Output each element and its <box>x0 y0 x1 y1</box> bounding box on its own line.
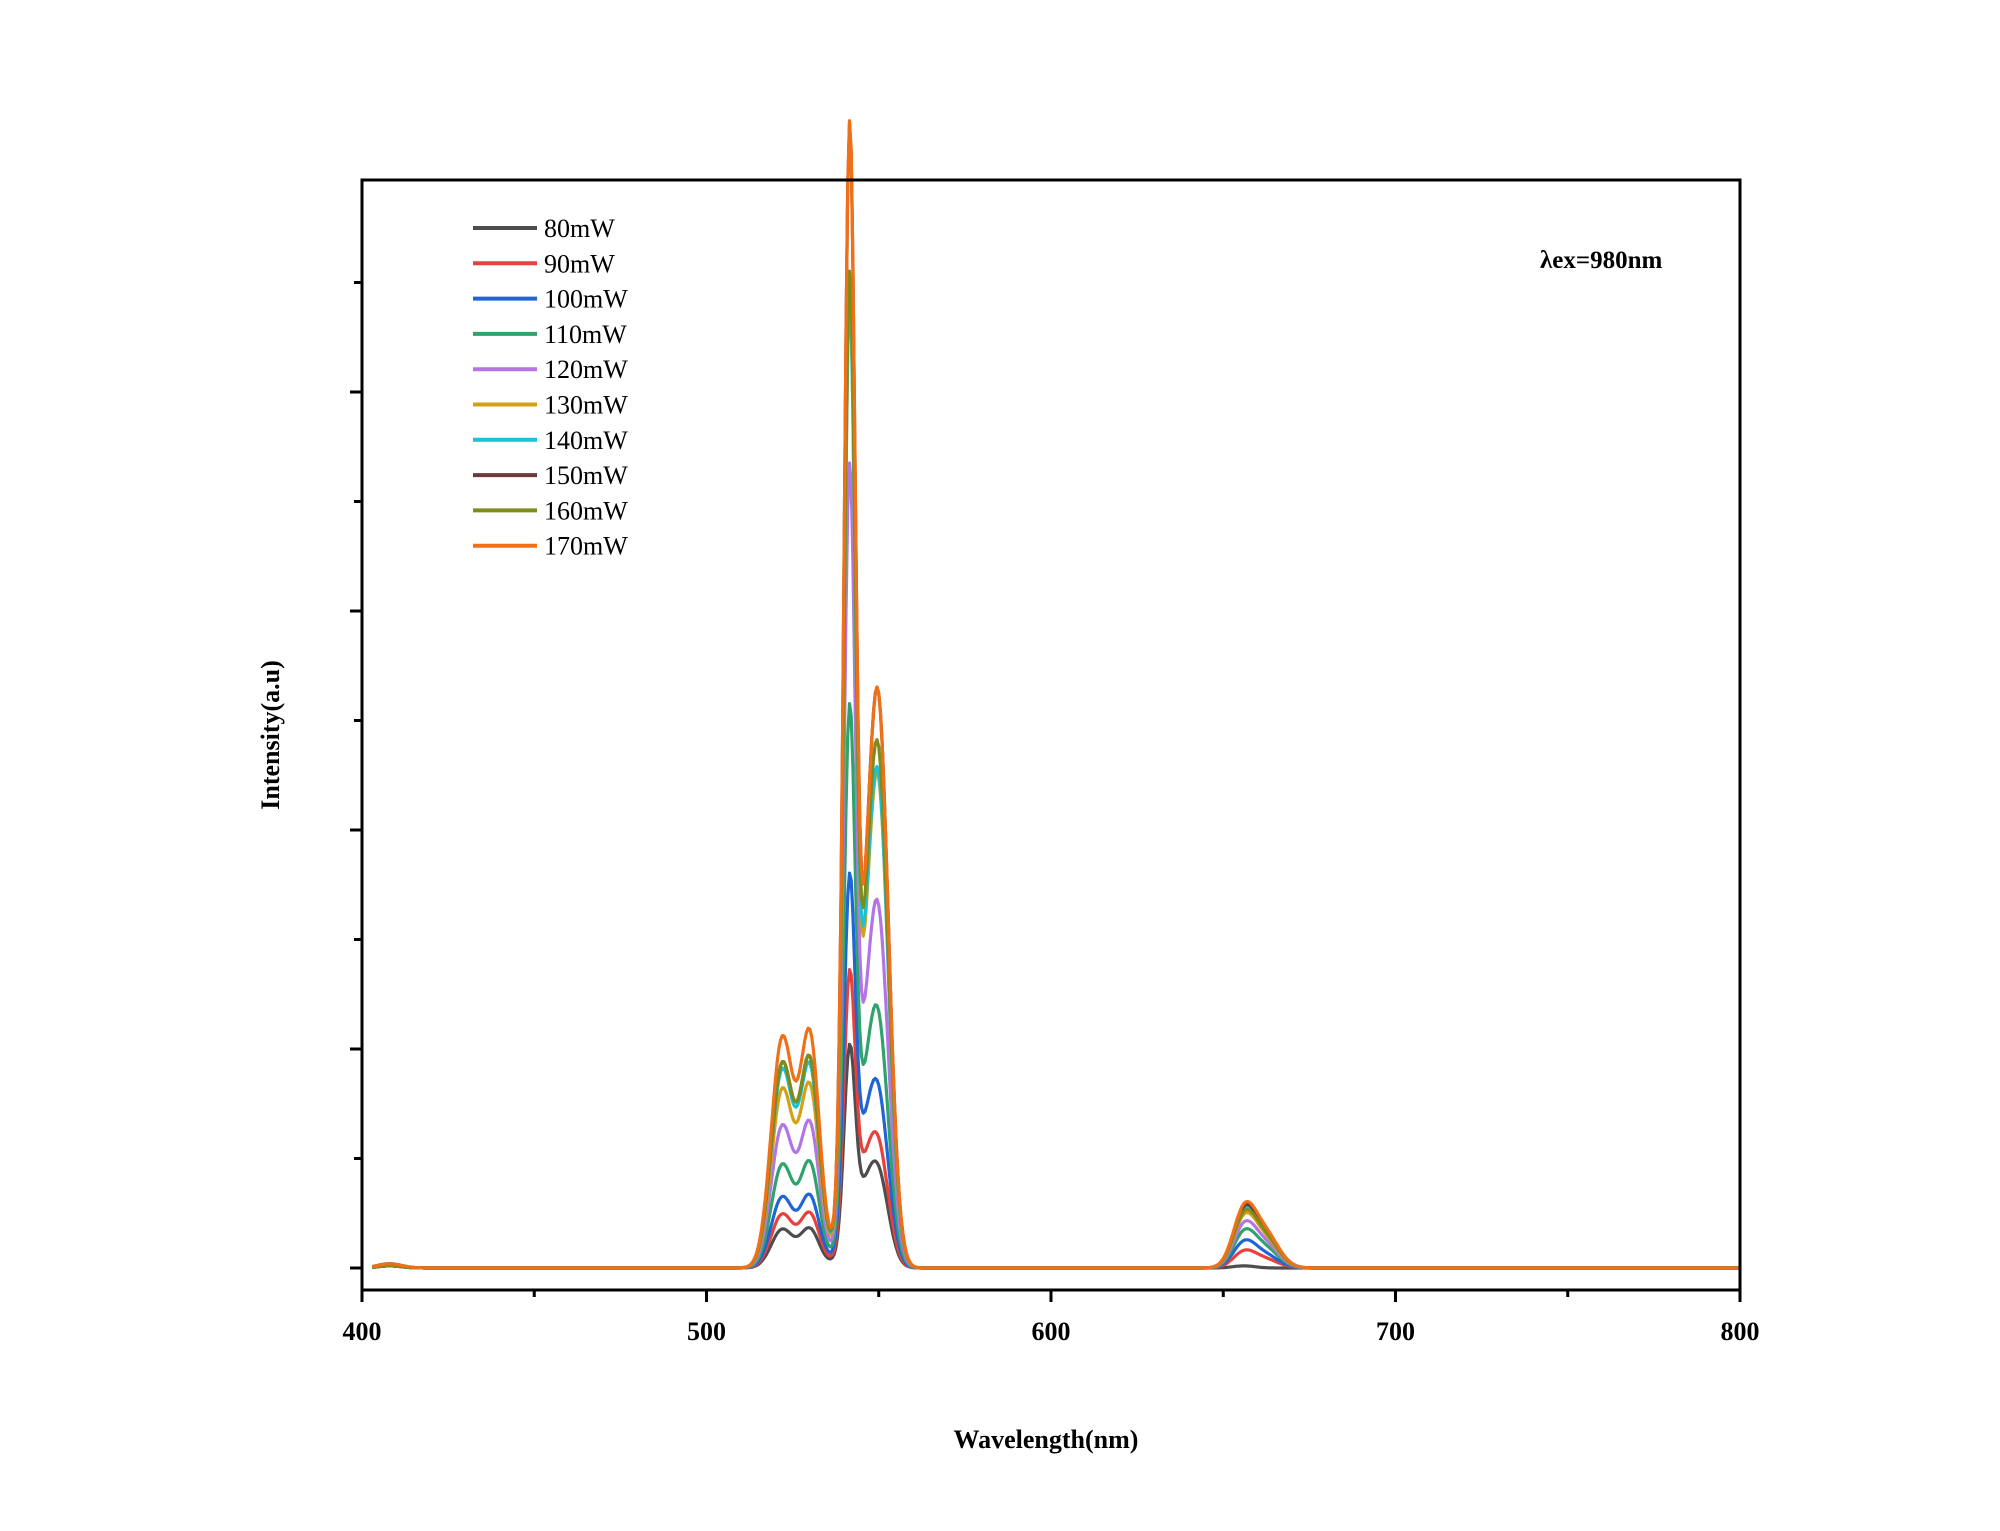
axis-ticks: 400 500 600 700 800 <box>343 281 1760 1346</box>
series-line-160mW <box>372 269 1740 1270</box>
annotation-excitation: λex=980nm <box>1540 247 1663 274</box>
legend-label-110mW: 110mW <box>544 320 627 349</box>
series-line-170mW <box>371 119 1740 1270</box>
series-line-80mW <box>371 1042 1740 1270</box>
x-tick-label-500: 500 <box>687 1317 726 1346</box>
legend: 80mW 90mW 100mW 110mW 120mW 130mW 140mW 150mW 16… <box>473 214 628 561</box>
series-line-120mW <box>372 461 1740 1270</box>
series-line-100mW <box>372 871 1740 1270</box>
x-tick-label-700: 700 <box>1376 1317 1415 1346</box>
legend-label-120mW: 120mW <box>544 355 628 384</box>
legend-label-130mW: 130mW <box>544 391 628 420</box>
y-axis-title: Intensity(a.u) <box>256 660 285 810</box>
x-axis-title: Wavelength(nm) <box>954 1425 1139 1454</box>
series-line-90mW <box>372 968 1740 1270</box>
x-tick-label-400: 400 <box>343 1317 382 1346</box>
x-tick-label-600: 600 <box>1032 1317 1071 1346</box>
legend-label-140mW: 140mW <box>544 426 628 455</box>
legend-label-170mW: 170mW <box>544 532 628 561</box>
legend-label-90mW: 90mW <box>544 249 615 278</box>
legend-label-160mW: 160mW <box>544 496 628 525</box>
legend-label-150mW: 150mW <box>544 461 628 490</box>
series-line-110mW <box>372 702 1740 1270</box>
legend-label-100mW: 100mW <box>544 285 628 314</box>
plot-area <box>371 119 1740 1270</box>
legend-label-80mW: 80mW <box>544 214 615 243</box>
x-tick-label-800: 800 <box>1721 1317 1760 1346</box>
